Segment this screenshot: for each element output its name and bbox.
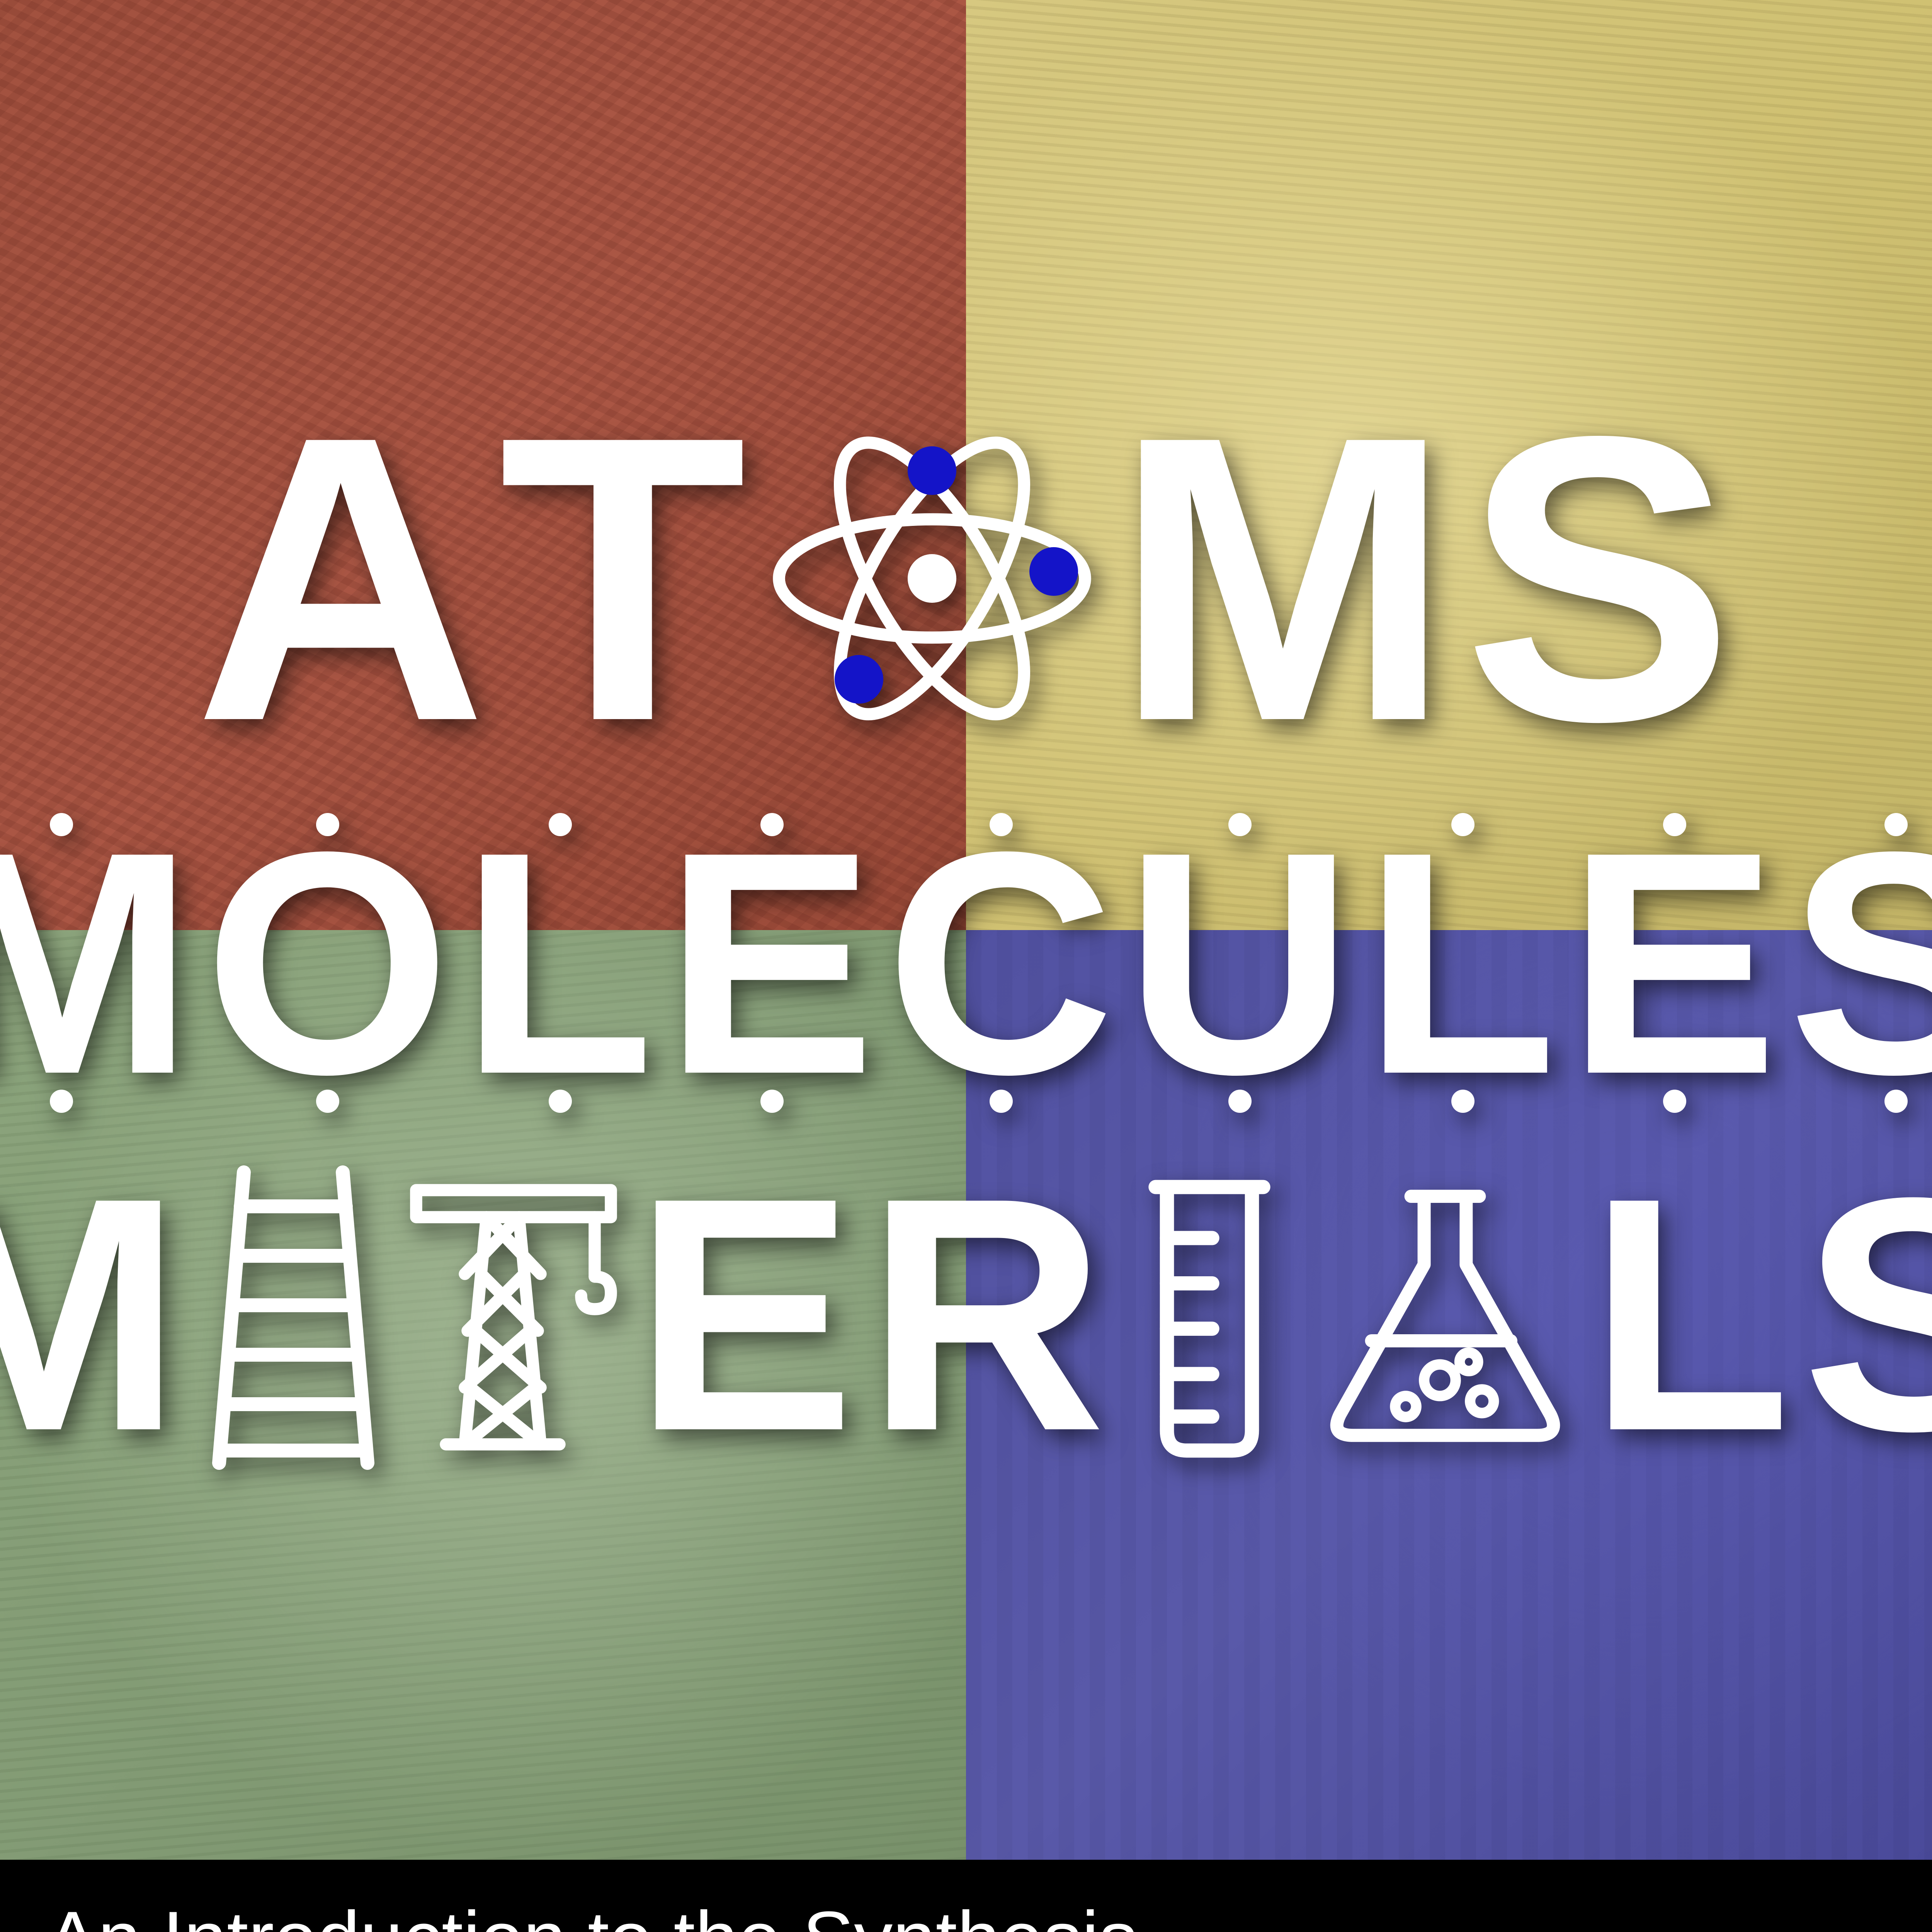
glyph-E3: E — [633, 1148, 858, 1481]
title-stack: A T M S — [0, 0, 1932, 1860]
glyph-S: S — [1463, 376, 1738, 781]
ladder-icon — [193, 1145, 394, 1485]
atom-icon — [758, 376, 1106, 781]
glyph-L2b: L — [1363, 804, 1559, 1121]
subtitle: An Introduction to the Synthesis and App… — [46, 1895, 1359, 1932]
footer-left: An Introduction to the Synthesis and App… — [46, 1895, 1359, 1932]
glyph-A: A — [194, 376, 491, 781]
glyph-C2: C — [886, 804, 1117, 1121]
word-atoms: A T M S — [194, 376, 1738, 781]
glyph-L3: L — [1588, 1148, 1794, 1481]
glyph-M: M — [1114, 376, 1456, 781]
glyph-U2: U — [1124, 804, 1355, 1121]
glyph-E2: E — [664, 804, 878, 1121]
beaker-icon — [1117, 1145, 1302, 1485]
glyph-S2: S — [1788, 804, 1932, 1121]
glyph-S3: S — [1802, 1148, 1932, 1481]
subtitle-line-1: An Introduction to the Synthesis — [46, 1895, 1359, 1932]
background-quad-grid: A T M S — [0, 0, 1932, 1860]
word-molecules: M O L E C U L E S — [0, 804, 1932, 1121]
glyph-O2: O — [204, 804, 453, 1121]
glyph-R3: R — [866, 1148, 1109, 1481]
flask-icon — [1310, 1145, 1580, 1485]
word-materials: M — [0, 1145, 1932, 1485]
footer: An Introduction to the Synthesis and App… — [0, 1860, 1932, 1932]
glyph-E2b: E — [1567, 804, 1781, 1121]
glyph-M3: M — [0, 1148, 185, 1481]
glyph-L2: L — [461, 804, 656, 1121]
poster-root: A T M S — [0, 0, 1932, 1932]
glyph-T: T — [499, 376, 750, 781]
glyph-M2: M — [0, 804, 196, 1121]
crane-icon — [401, 1145, 626, 1485]
